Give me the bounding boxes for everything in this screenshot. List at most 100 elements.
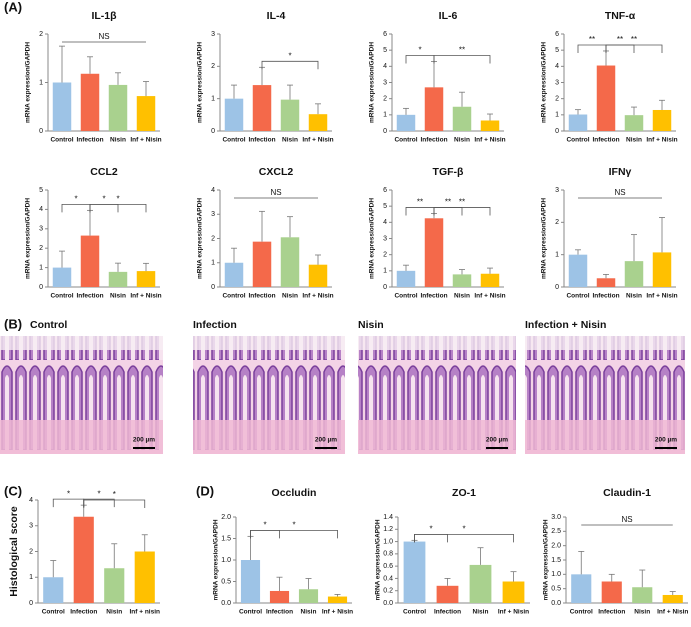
x-tick-label: Inf + Nisin <box>498 609 529 616</box>
y-axis-label: mRNA expression/GAPDH <box>541 198 548 279</box>
significance-label: * <box>288 51 291 60</box>
x-tick-label: Inf + Nisin <box>302 293 333 300</box>
scale-bar-label: 200 µm <box>315 437 337 444</box>
x-tick-label: Nisin <box>301 609 317 616</box>
x-tick-label: Nisin <box>106 609 122 616</box>
y-tick-label: 0 <box>211 128 215 135</box>
chart-title: Occludin <box>272 487 317 499</box>
y-tick-label: 1 <box>383 268 387 275</box>
y-tick-label: 2 <box>555 219 559 226</box>
significance-label: ** <box>459 46 465 55</box>
y-tick-label: 1 <box>39 79 43 86</box>
bar <box>424 218 444 287</box>
y-tick-label: 1 <box>211 260 215 267</box>
y-tick-label: 0 <box>555 128 559 135</box>
x-tick-label: Control <box>239 609 262 616</box>
y-tick-label: 3 <box>211 211 215 218</box>
chart-title: ZO-1 <box>452 487 476 499</box>
y-tick-label: 0.2 <box>383 588 393 595</box>
bar <box>662 594 683 603</box>
bar <box>252 85 272 131</box>
y-tick-label: 0.0 <box>221 600 231 607</box>
y-tick-label: 5 <box>555 47 559 54</box>
y-tick-label: 0 <box>39 128 43 135</box>
y-tick-label: 3 <box>211 31 215 38</box>
bar <box>43 577 64 603</box>
x-tick-label: Control <box>42 609 65 616</box>
y-tick-label: 1.5 <box>221 535 231 542</box>
y-tick-label: 6 <box>555 31 559 38</box>
bar <box>224 98 244 131</box>
bar <box>52 82 72 131</box>
image-top <box>358 336 516 350</box>
x-tick-label: Control <box>50 137 73 144</box>
y-tick-label: 3 <box>383 79 387 86</box>
bar <box>136 96 156 131</box>
y-tick-label: 4 <box>383 63 387 70</box>
x-tick-label: Control <box>222 293 245 300</box>
y-tick-label: 2 <box>39 245 43 252</box>
y-tick-label: 3 <box>29 523 33 530</box>
significance-bracket <box>605 44 635 53</box>
bar <box>280 237 300 287</box>
significance-bracket <box>414 533 448 543</box>
x-tick-label: Nisin <box>473 609 489 616</box>
bar <box>80 235 100 287</box>
y-tick-label: 3 <box>555 187 559 194</box>
y-tick-label: 2 <box>383 252 387 259</box>
y-tick-label: 0.5 <box>221 578 231 585</box>
significance-label: ** <box>589 35 595 44</box>
significance-label: * <box>462 524 465 533</box>
bar <box>424 87 444 131</box>
bar <box>480 273 500 287</box>
bar <box>308 114 328 131</box>
significance-label: NS <box>621 515 632 524</box>
y-tick-label: 1.0 <box>221 557 231 564</box>
x-tick-label: Infection <box>248 293 275 300</box>
y-tick-label: 1.5 <box>551 557 561 564</box>
bar <box>104 568 125 603</box>
y-tick-label: 0 <box>383 284 387 291</box>
significance-bracket <box>250 529 280 539</box>
y-axis-label: mRNA expression/GAPDH <box>369 198 376 279</box>
image-top <box>0 336 163 350</box>
y-tick-label: 3.0 <box>551 514 561 521</box>
x-tick-label: Inf + Nisin <box>302 137 333 144</box>
x-tick-label: Inf + nisin <box>129 609 160 616</box>
x-tick-label: Nisin <box>110 293 126 300</box>
y-tick-label: 4 <box>555 63 559 70</box>
chart-title: IL-6 <box>439 10 458 22</box>
bar <box>571 574 592 603</box>
image-title: Infection <box>193 319 237 331</box>
significance-bracket <box>433 207 491 216</box>
y-tick-label: 0 <box>211 284 215 291</box>
x-tick-label: Control <box>403 609 426 616</box>
x-tick-label: Infection <box>598 609 625 616</box>
x-tick-label: Inf + Nisin <box>130 293 161 300</box>
y-tick-label: 1.0 <box>383 538 393 545</box>
significance-label: ** <box>417 198 423 207</box>
significance-bracket <box>52 498 85 508</box>
y-tick-label: 0 <box>29 600 33 607</box>
significance-label: * <box>292 520 295 529</box>
bar <box>252 241 272 287</box>
bar <box>568 114 588 131</box>
y-tick-label: 1 <box>211 96 215 103</box>
significance-bracket <box>433 207 463 216</box>
y-tick-label: 3 <box>39 226 43 233</box>
image-top <box>525 336 685 350</box>
significance-bracket <box>89 203 119 213</box>
significance-label: * <box>74 194 77 203</box>
significance-bracket <box>405 55 435 64</box>
x-tick-label: Inf + Nisin <box>657 609 688 616</box>
y-tick-label: 1.4 <box>383 514 393 521</box>
x-tick-label: Infection <box>76 137 103 144</box>
significance-label: ** <box>617 35 623 44</box>
y-tick-label: 4 <box>383 219 387 226</box>
y-axis-label: mRNA expression/GAPDH <box>541 42 548 123</box>
y-tick-label: 0.8 <box>383 551 393 558</box>
y-tick-label: 1.2 <box>383 526 393 533</box>
y-axis-label: mRNA expression/GAPDH <box>543 519 550 600</box>
chart-title: TNF-α <box>605 10 636 22</box>
